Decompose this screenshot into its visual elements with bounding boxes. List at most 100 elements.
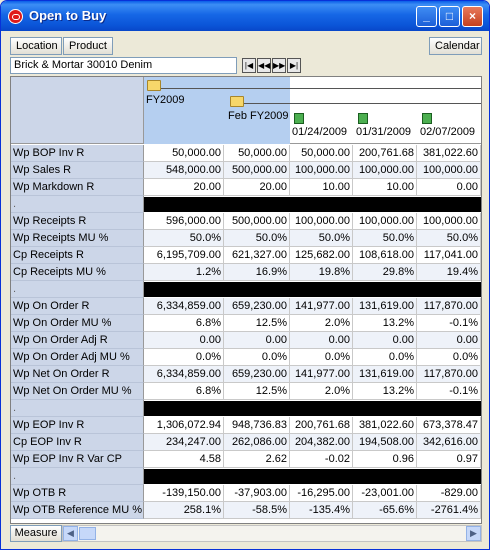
grid-cell[interactable]: 100,000.00 <box>417 213 481 230</box>
row-label[interactable]: . <box>11 196 144 213</box>
grid-cell[interactable]: 0.0% <box>224 349 290 366</box>
grid-cell[interactable]: 16.9% <box>224 264 290 281</box>
folder-icon[interactable] <box>147 80 161 91</box>
grid-cell[interactable]: 0.0% <box>290 349 353 366</box>
prev-page-icon[interactable]: ◀◀ <box>257 58 271 73</box>
grid-cell[interactable]: 6.8% <box>144 315 224 332</box>
week-label[interactable]: 02/07/2009 <box>420 126 476 138</box>
week-label[interactable]: 01/24/2009 <box>292 126 348 138</box>
calendar-icon[interactable] <box>294 113 304 124</box>
grid-cell[interactable]: -0.02 <box>290 451 353 468</box>
scroll-thumb[interactable] <box>79 527 96 540</box>
grid-cell[interactable]: -0.1% <box>417 383 481 400</box>
grid-cell[interactable]: 262,086.00 <box>224 434 290 451</box>
grid-cell[interactable]: 20.00 <box>224 179 290 196</box>
grid-cell[interactable]: 200,761.68 <box>290 417 353 434</box>
grid-cell[interactable]: -135.4% <box>290 502 353 519</box>
grid-cell[interactable]: 141,977.00 <box>290 298 353 315</box>
grid-cell[interactable]: 50.0% <box>417 230 481 247</box>
grid-cell[interactable]: 100,000.00 <box>290 162 353 179</box>
grid-cell[interactable]: 100,000.00 <box>417 162 481 179</box>
grid-cell[interactable]: -2761.4% <box>417 502 481 519</box>
grid-cell[interactable]: 258.1% <box>144 502 224 519</box>
grid-cell[interactable]: 117,870.00 <box>417 298 481 315</box>
grid-cell[interactable]: 2.0% <box>290 383 353 400</box>
grid-cell[interactable]: 20.00 <box>144 179 224 196</box>
grid-cell[interactable]: -37,903.00 <box>224 485 290 502</box>
row-label[interactable]: Wp On Order Adj MU % <box>11 349 144 366</box>
grid-cell[interactable]: -829.00 <box>417 485 481 502</box>
row-label[interactable]: . <box>11 281 144 298</box>
grid-cell[interactable]: -16,295.00 <box>290 485 353 502</box>
calendar-icon[interactable] <box>358 113 368 124</box>
grid-cell[interactable]: 948,736.83 <box>224 417 290 434</box>
next-page-icon[interactable]: ▶▶ <box>272 58 286 73</box>
grid-cell[interactable]: 13.2% <box>353 383 417 400</box>
row-label[interactable]: Cp Receipts MU % <box>11 264 144 281</box>
grid-cell[interactable]: 0.00 <box>290 332 353 349</box>
grid-cell[interactable]: 234,247.00 <box>144 434 224 451</box>
minimize-button[interactable]: _ <box>416 6 437 27</box>
grid-cell[interactable]: 1.2% <box>144 264 224 281</box>
grid-cell[interactable]: 19.8% <box>290 264 353 281</box>
grid-cell[interactable]: 6,195,709.00 <box>144 247 224 264</box>
calendar-icon[interactable] <box>422 113 432 124</box>
grid-cell[interactable]: -23,001.00 <box>353 485 417 502</box>
grid-cell[interactable]: 0.0% <box>144 349 224 366</box>
grid-cell[interactable]: 108,618.00 <box>353 247 417 264</box>
row-label[interactable]: Wp Receipts R <box>11 213 144 230</box>
grid-cell[interactable]: 6,334,859.00 <box>144 366 224 383</box>
grid-cell[interactable]: 100,000.00 <box>353 162 417 179</box>
grid-cell[interactable]: 6.8% <box>144 383 224 400</box>
grid-cell[interactable]: -58.5% <box>224 502 290 519</box>
grid-cell[interactable]: 141,977.00 <box>290 366 353 383</box>
grid-cell[interactable]: 342,616.00 <box>417 434 481 451</box>
row-label[interactable]: Wp On Order Adj R <box>11 332 144 349</box>
title-bar[interactable]: Open to Buy _ □ × <box>1 1 489 31</box>
grid-cell[interactable]: 381,022.60 <box>353 417 417 434</box>
grid-cell[interactable]: 50,000.00 <box>144 145 224 162</box>
grid-cell[interactable]: 0.0% <box>417 349 481 366</box>
maximize-button[interactable]: □ <box>439 6 460 27</box>
grid-cell[interactable]: 12.5% <box>224 383 290 400</box>
fy-label[interactable]: FY2009 <box>146 94 185 106</box>
scroll-left-icon[interactable]: ◀ <box>63 526 78 541</box>
grid-cell[interactable]: 12.5% <box>224 315 290 332</box>
grid-cell[interactable]: 0.96 <box>353 451 417 468</box>
location-button[interactable]: Location <box>10 37 62 55</box>
row-label[interactable]: Cp EOP Inv R <box>11 434 144 451</box>
grid-cell[interactable]: 131,619.00 <box>353 366 417 383</box>
last-page-icon[interactable]: ▶| <box>287 58 301 73</box>
grid-cell[interactable]: 204,382.00 <box>290 434 353 451</box>
row-label[interactable]: Cp Receipts R <box>11 247 144 264</box>
folder-icon[interactable] <box>230 96 244 107</box>
product-button[interactable]: Product <box>63 37 113 55</box>
row-label[interactable]: Wp On Order MU % <box>11 315 144 332</box>
grid-cell[interactable]: 100,000.00 <box>290 213 353 230</box>
grid-cell[interactable]: 0.00 <box>417 332 481 349</box>
grid-cell[interactable]: 548,000.00 <box>144 162 224 179</box>
grid-cell[interactable]: 0.00 <box>417 179 481 196</box>
grid-cell[interactable]: 659,230.00 <box>224 366 290 383</box>
grid-cell[interactable]: 0.0% <box>353 349 417 366</box>
row-label[interactable]: . <box>11 400 144 417</box>
grid-cell[interactable]: 381,022.60 <box>417 145 481 162</box>
grid-cell[interactable]: 131,619.00 <box>353 298 417 315</box>
horizontal-scrollbar[interactable]: ◀ ▶ <box>62 525 482 542</box>
row-label[interactable]: . <box>11 468 144 485</box>
grid-cell[interactable]: 6,334,859.00 <box>144 298 224 315</box>
row-label[interactable]: Wp OTB Reference MU % <box>11 502 144 519</box>
row-label[interactable]: Wp BOP Inv R <box>11 145 144 162</box>
close-button[interactable]: × <box>462 6 483 27</box>
row-label[interactable]: Wp Markdown R <box>11 179 144 196</box>
row-label[interactable]: Wp EOP Inv R <box>11 417 144 434</box>
row-label[interactable]: Wp Receipts MU % <box>11 230 144 247</box>
grid-cell[interactable]: 596,000.00 <box>144 213 224 230</box>
grid-cell[interactable]: 50.0% <box>290 230 353 247</box>
grid-cell[interactable]: 2.0% <box>290 315 353 332</box>
grid-cell[interactable]: 117,041.00 <box>417 247 481 264</box>
grid-cell[interactable]: 0.00 <box>144 332 224 349</box>
grid-cell[interactable]: 2.62 <box>224 451 290 468</box>
measure-button[interactable]: Measure <box>10 525 62 542</box>
row-label[interactable]: Wp On Order R <box>11 298 144 315</box>
